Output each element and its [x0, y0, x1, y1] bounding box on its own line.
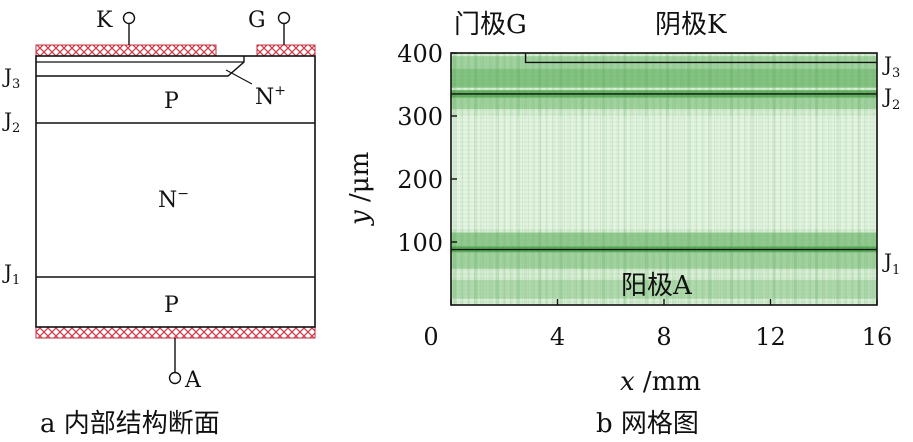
mesh-texture — [451, 53, 877, 305]
junction-lines — [451, 53, 877, 251]
x-axis-label: x /mm — [620, 367, 701, 397]
p-top-label: P — [164, 89, 179, 114]
cathode-label: 阴极K — [655, 10, 727, 40]
left-j2-label: J2 — [2, 108, 20, 136]
a-terminal-label: A — [184, 368, 202, 393]
y-tick-label: 200 — [397, 166, 443, 194]
right-caption: b 网格图 — [596, 409, 699, 439]
right-j3-label: J3 — [882, 52, 900, 81]
junction-j3-line — [524, 53, 877, 64]
y-tick-label: 300 — [397, 103, 443, 131]
y-tick-label: 100 — [397, 229, 443, 257]
mesh-plot: 0 4 8 12 16 100 200 300 400 门极G 阴极K 阳极A J3 J2 J… — [345, 10, 900, 439]
gate-label: 门极G — [454, 10, 527, 40]
y-tick-label: 400 — [397, 40, 443, 68]
anode-metal — [35, 326, 316, 339]
p-bottom-label: P — [164, 293, 179, 318]
k-terminal-circle — [122, 11, 136, 25]
y-axis-label: y /μm — [345, 152, 375, 226]
left-j1-label: J1 — [2, 260, 20, 288]
a-terminal-circle — [168, 371, 182, 385]
left-caption: a 内部结构断面 — [40, 409, 220, 439]
right-j1-label: J1 — [882, 249, 900, 278]
n-plus-label: N+ — [255, 83, 286, 110]
g-terminal-circle — [277, 11, 291, 25]
n-plus-pointer — [225, 69, 253, 85]
x-tick-label: 16 — [862, 323, 893, 351]
g-terminal-label: G — [248, 8, 266, 33]
x-axis-ticks: 0 4 8 12 16 — [423, 299, 892, 351]
right-j2-label: J2 — [882, 84, 900, 113]
k-terminal-label: K — [96, 8, 113, 33]
x-tick-label: 4 — [550, 323, 565, 351]
device-body — [35, 55, 316, 328]
cross-section-diagram: K G A P N− P N+ J3 J2 J1 a 内部结构断面 — [2, 8, 316, 439]
anode-label: 阳极A — [621, 271, 693, 301]
cathode-metal — [35, 44, 217, 57]
n-plus-layer — [36, 56, 245, 77]
gate-metal — [256, 44, 316, 57]
x-tick-label: 8 — [656, 323, 671, 351]
n-minus-label: N− — [158, 186, 189, 213]
x-tick-label: 12 — [755, 323, 786, 351]
left-j3-label: J3 — [2, 64, 20, 92]
x-tick-label: 0 — [423, 323, 438, 351]
y-axis-ticks: 100 200 300 400 — [397, 40, 457, 257]
